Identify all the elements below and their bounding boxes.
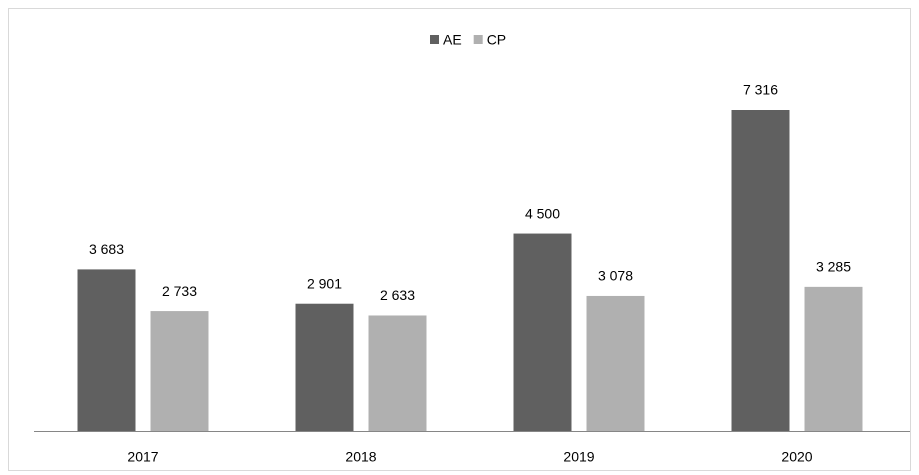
bar — [150, 311, 209, 431]
data-label: 3 078 — [598, 268, 633, 284]
bar — [368, 315, 427, 431]
data-label: 2 633 — [380, 287, 415, 303]
data-label: 4 500 — [525, 205, 560, 221]
data-label: 2 901 — [307, 275, 342, 291]
bar — [513, 233, 572, 431]
data-label: 7 316 — [743, 82, 778, 98]
bar — [804, 286, 863, 431]
legend-swatch — [473, 35, 483, 44]
legend-label: CP — [487, 32, 506, 48]
legend-label: AE — [443, 32, 462, 48]
bar — [731, 110, 790, 431]
x-tick-label: 2018 — [345, 449, 376, 465]
bar — [586, 295, 645, 431]
legend-swatch — [430, 35, 439, 44]
bar — [77, 269, 136, 431]
x-tick-label: 2020 — [781, 449, 812, 465]
bar — [295, 303, 354, 431]
x-tick-label: 2017 — [127, 449, 158, 465]
data-label: 3 683 — [89, 241, 124, 257]
data-label: 3 285 — [816, 259, 851, 275]
data-label: 2 733 — [162, 283, 197, 299]
x-tick-label: 2019 — [563, 449, 594, 465]
